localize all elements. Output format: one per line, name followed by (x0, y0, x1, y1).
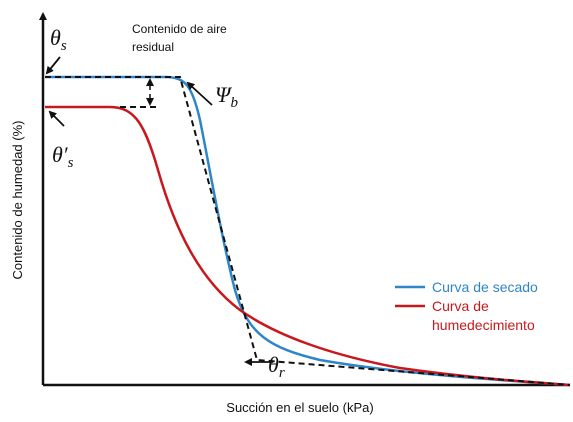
symbol: θs (50, 25, 67, 54)
symbol: Ψb (215, 82, 238, 111)
y-axis-label: Contenido de humedad (%) (10, 121, 25, 280)
arrow (48, 110, 65, 127)
symbol-base: θ′ (52, 142, 69, 167)
note-line: residual (132, 40, 174, 54)
arrow (186, 81, 213, 106)
drying-curve (45, 75, 571, 387)
symbol-base: θ (268, 352, 279, 377)
construction-line (45, 76, 571, 386)
wetting-curve (45, 105, 571, 387)
symbol-sub: s (61, 38, 67, 54)
note-line: Contenido de aire (132, 22, 227, 36)
legend-label: Curva de (432, 298, 489, 314)
symbol-base: Ψ (215, 82, 233, 107)
legend-label: humedecimiento (432, 317, 535, 333)
legend-label: Curva de secado (432, 279, 538, 295)
symbol: θr (268, 352, 285, 381)
symbol: θ′s (52, 142, 74, 171)
x-axis-label: Succión en el suelo (kPa) (226, 400, 373, 415)
symbol-sub: r (279, 365, 285, 381)
symbol-sub: b (230, 95, 238, 111)
symbol-sub: s (68, 155, 74, 171)
arrow (45, 56, 61, 75)
symbol-base: θ (50, 25, 61, 50)
